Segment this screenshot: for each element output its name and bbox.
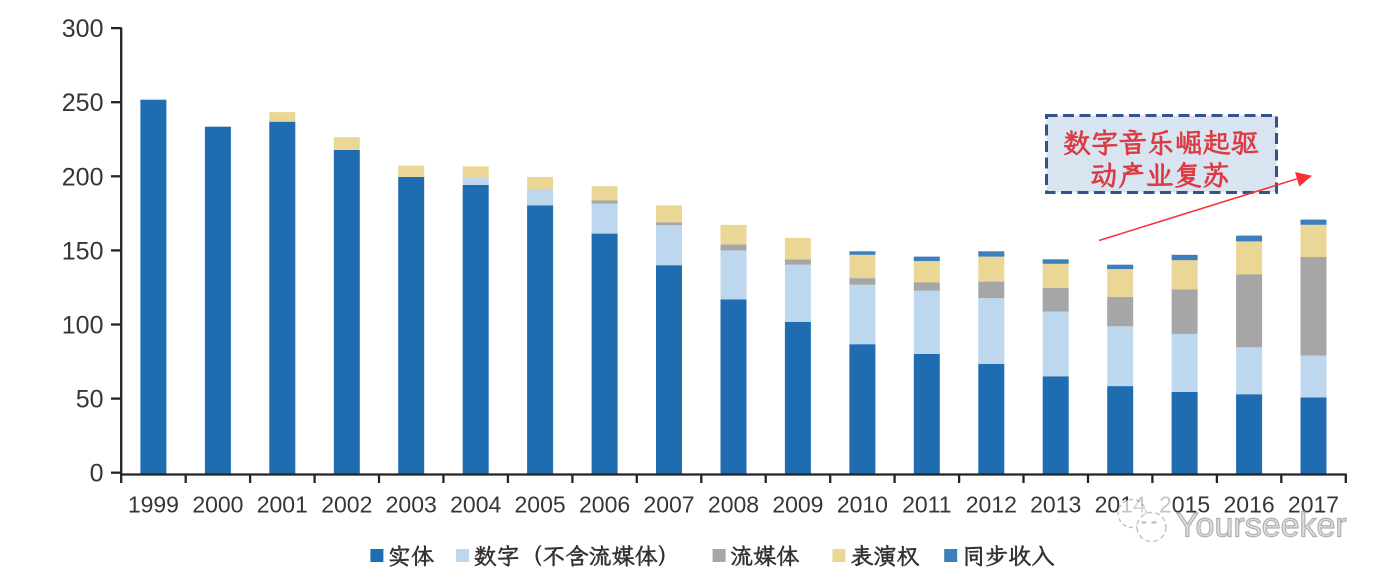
- svg-text:2013: 2013: [1030, 492, 1081, 518]
- svg-text:1999: 1999: [128, 492, 179, 518]
- svg-text:150: 150: [62, 237, 104, 265]
- svg-text:2005: 2005: [515, 492, 566, 518]
- svg-text:2010: 2010: [837, 492, 888, 518]
- svg-text:2007: 2007: [643, 492, 694, 518]
- svg-text:250: 250: [62, 89, 104, 117]
- svg-text:2003: 2003: [386, 492, 437, 518]
- svg-text:0: 0: [90, 460, 104, 488]
- svg-text:100: 100: [62, 312, 104, 340]
- svg-text:300: 300: [62, 15, 104, 43]
- svg-text:2017: 2017: [1288, 492, 1339, 518]
- svg-text:2001: 2001: [257, 492, 308, 518]
- svg-text:2004: 2004: [450, 492, 501, 518]
- svg-text:50: 50: [76, 386, 104, 414]
- svg-text:2000: 2000: [192, 492, 243, 518]
- svg-text:2016: 2016: [1224, 492, 1275, 518]
- svg-text:2011: 2011: [902, 492, 951, 518]
- svg-text:2012: 2012: [966, 492, 1017, 518]
- svg-text:Yourseeker: Yourseeker: [1176, 507, 1347, 545]
- svg-text:2008: 2008: [708, 492, 759, 518]
- svg-text:2006: 2006: [579, 492, 630, 518]
- svg-text:2002: 2002: [321, 492, 372, 518]
- svg-text:2009: 2009: [772, 492, 823, 518]
- svg-text:200: 200: [62, 163, 104, 191]
